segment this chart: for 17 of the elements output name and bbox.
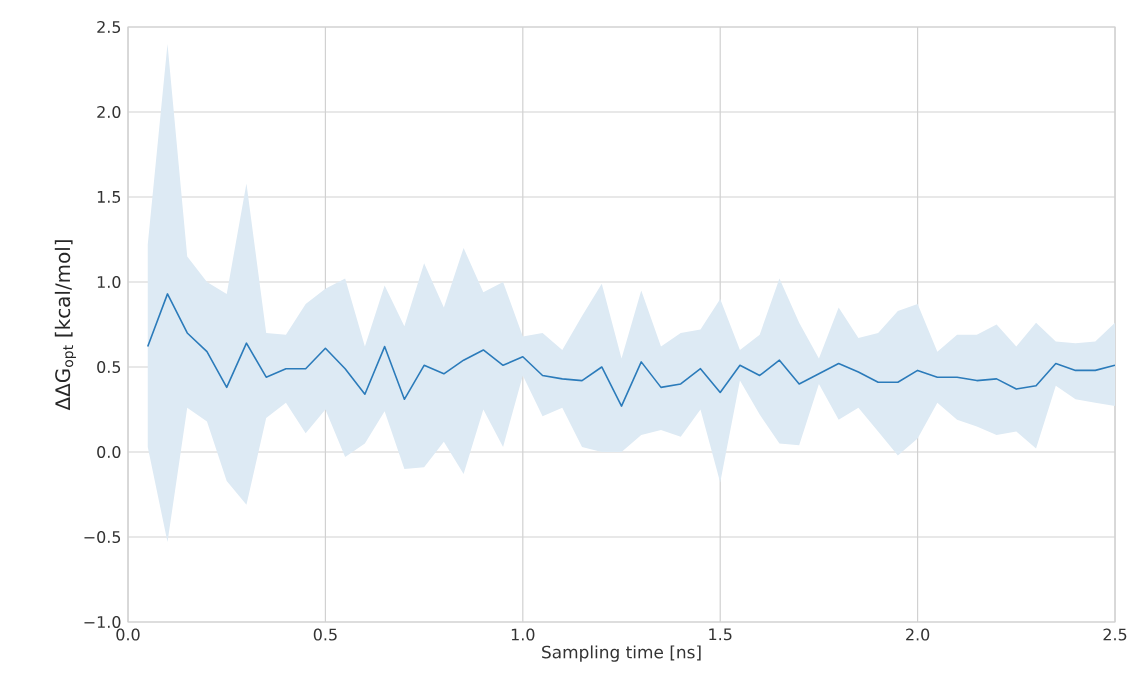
y-tick-label: 2.0: [97, 105, 121, 118]
x-axis-title: Sampling time [ns]: [542, 645, 701, 662]
y-tick-label: −0.5: [84, 530, 121, 543]
x-tick-label: 0.0: [116, 628, 140, 641]
x-tick-label: 2.0: [906, 628, 930, 641]
x-tick-label: 1.0: [511, 628, 535, 641]
y-tick-label: 1.0: [97, 275, 121, 288]
x-tick-label: 1.5: [709, 628, 732, 641]
x-tick-label: 2.5: [1103, 628, 1127, 641]
y-tick-label: 2.5: [97, 20, 121, 33]
x-tick-label: 0.5: [313, 628, 337, 641]
line-series: [146, 293, 1116, 407]
y-tick-label: 0.0: [97, 445, 121, 458]
y-tick-label: 1.5: [97, 191, 121, 203]
y-axis-title: ΔΔG$_{opt}$ [kcal/mol]: [54, 240, 76, 411]
y-tick-label: −1.0: [84, 615, 121, 629]
y-tick-label: 0.5: [97, 360, 121, 373]
